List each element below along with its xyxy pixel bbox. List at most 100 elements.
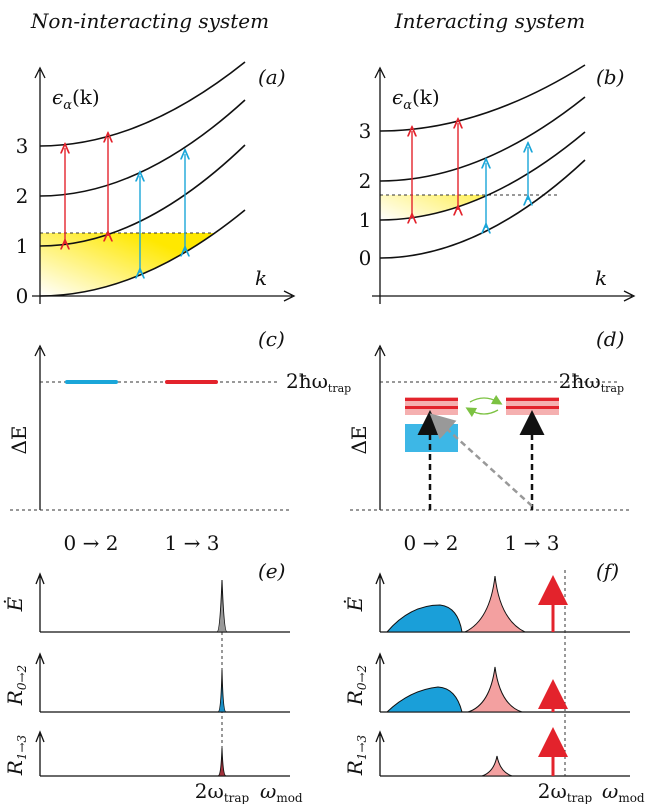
continuum [385, 686, 463, 713]
tick-label: 3 [16, 134, 29, 158]
x-axis-label: ωmod [602, 779, 645, 804]
subscript: trap [567, 791, 593, 804]
subscript: trap [601, 382, 624, 395]
argument: (k) [412, 85, 440, 109]
band [39, 144, 246, 247]
peak [481, 755, 513, 777]
level [405, 398, 458, 401]
main: R [3, 760, 27, 776]
main: ω [260, 779, 276, 803]
level [405, 406, 458, 409]
subscript: 1→3 [15, 734, 29, 760]
main: R [343, 690, 367, 706]
subscript: mod [618, 791, 645, 804]
panel-d: 2ħωtrap ΔE 0 → 2 1 → 3 (d) [347, 327, 630, 555]
column-title: Non-interacting system [30, 9, 269, 33]
axes [35, 730, 290, 777]
x-axis-label: ωmod [260, 779, 303, 804]
subscript: trap [328, 382, 351, 395]
subscript: 1→3 [355, 734, 369, 760]
excitation-arrow [429, 413, 533, 507]
panel-label: (a) [258, 65, 286, 89]
y-axis [374, 66, 386, 304]
y-axis-label: R0→2 [3, 665, 29, 706]
level-continuum [405, 424, 458, 452]
x-axis-label: k [595, 266, 607, 290]
y-axis [374, 344, 386, 510]
subscript: 0→2 [355, 665, 369, 690]
y-axis-label: ϵα(k) [392, 85, 440, 113]
panel-label: (d) [596, 327, 624, 351]
subscript: α [403, 98, 412, 113]
y-axis-label: R1→3 [343, 734, 369, 776]
panel-e: Ė R0→2 R1→3 2ωtrap ωmod (e) [3, 559, 303, 804]
argument: (k) [72, 85, 100, 109]
tick-label: 2 [359, 169, 372, 193]
main: R [3, 690, 27, 706]
peak [464, 575, 526, 633]
transition-level [65, 380, 118, 384]
level [506, 406, 559, 409]
panel-label: (f) [596, 559, 619, 583]
column-title: Interacting system [394, 9, 585, 33]
transition-level [165, 380, 218, 384]
y-axis-label: R1→3 [3, 734, 29, 776]
level [506, 398, 559, 401]
subscript: mod [276, 791, 303, 804]
main: 2ω [538, 779, 567, 803]
y-axis [34, 66, 46, 304]
axes [35, 652, 290, 713]
tick-label: 0 [16, 284, 29, 308]
subscript: trap [224, 791, 250, 804]
coupling-arrow [465, 407, 499, 418]
continuum [385, 604, 463, 633]
y-axis-label: Ė [343, 596, 367, 612]
y-axis-label: ΔE [347, 425, 371, 454]
tick-label: 3 [359, 119, 372, 143]
main: ω [602, 779, 618, 803]
panel-b: 0 1 2 3 ϵα(k) k (b) [359, 64, 636, 304]
subscript: α [63, 98, 72, 113]
main: 2ħω [286, 369, 328, 393]
panel-f: Ė R0→2 R1→3 2ωtrap ωmod (f) [343, 559, 645, 804]
y-axis-label: ΔE [7, 425, 31, 454]
x-tick-label: 2ωtrap [195, 779, 250, 804]
x-axis [372, 290, 636, 302]
panel-c: 2ħωtrap ΔE 0 → 2 1 → 3 (c) [7, 327, 351, 555]
band [379, 64, 586, 132]
peak [217, 747, 227, 777]
level-label: 2ħωtrap [559, 369, 624, 395]
symbol: ϵ [392, 85, 403, 109]
tick-label: 0 [359, 246, 372, 270]
panel-label: (c) [258, 327, 285, 351]
panel-label: (b) [596, 65, 624, 89]
peak [216, 579, 228, 633]
peak [467, 666, 523, 713]
x-tick-label: 2ωtrap [538, 779, 593, 804]
axes [35, 572, 290, 633]
symbol: ϵ [52, 85, 63, 109]
fermi-sea [40, 233, 215, 296]
main: R [343, 760, 367, 776]
y-axis-label: R0→2 [343, 665, 369, 706]
fermi-sea [380, 195, 488, 220]
peak [217, 669, 227, 713]
main: 2ħω [559, 369, 601, 393]
x-axis [32, 290, 296, 302]
transition-label: 1 → 3 [505, 531, 560, 555]
y-axis-label: Ė [3, 596, 27, 612]
subscript: 0→2 [15, 665, 29, 690]
transition-label: 0 → 2 [404, 531, 459, 555]
band [39, 99, 246, 197]
panel-a: 0 1 2 3 ϵα(k) k (a) [16, 61, 296, 308]
transition-label: 1 → 3 [165, 531, 220, 555]
level-label: 2ħωtrap [286, 369, 351, 395]
transition-label: 0 → 2 [64, 531, 119, 555]
panel-label: (e) [258, 559, 285, 583]
x-axis-label: k [255, 266, 267, 290]
y-axis-label: ϵα(k) [52, 85, 100, 113]
coupling-arrow [469, 394, 503, 405]
tick-label: 1 [16, 234, 29, 258]
tick-label: 1 [359, 208, 372, 232]
